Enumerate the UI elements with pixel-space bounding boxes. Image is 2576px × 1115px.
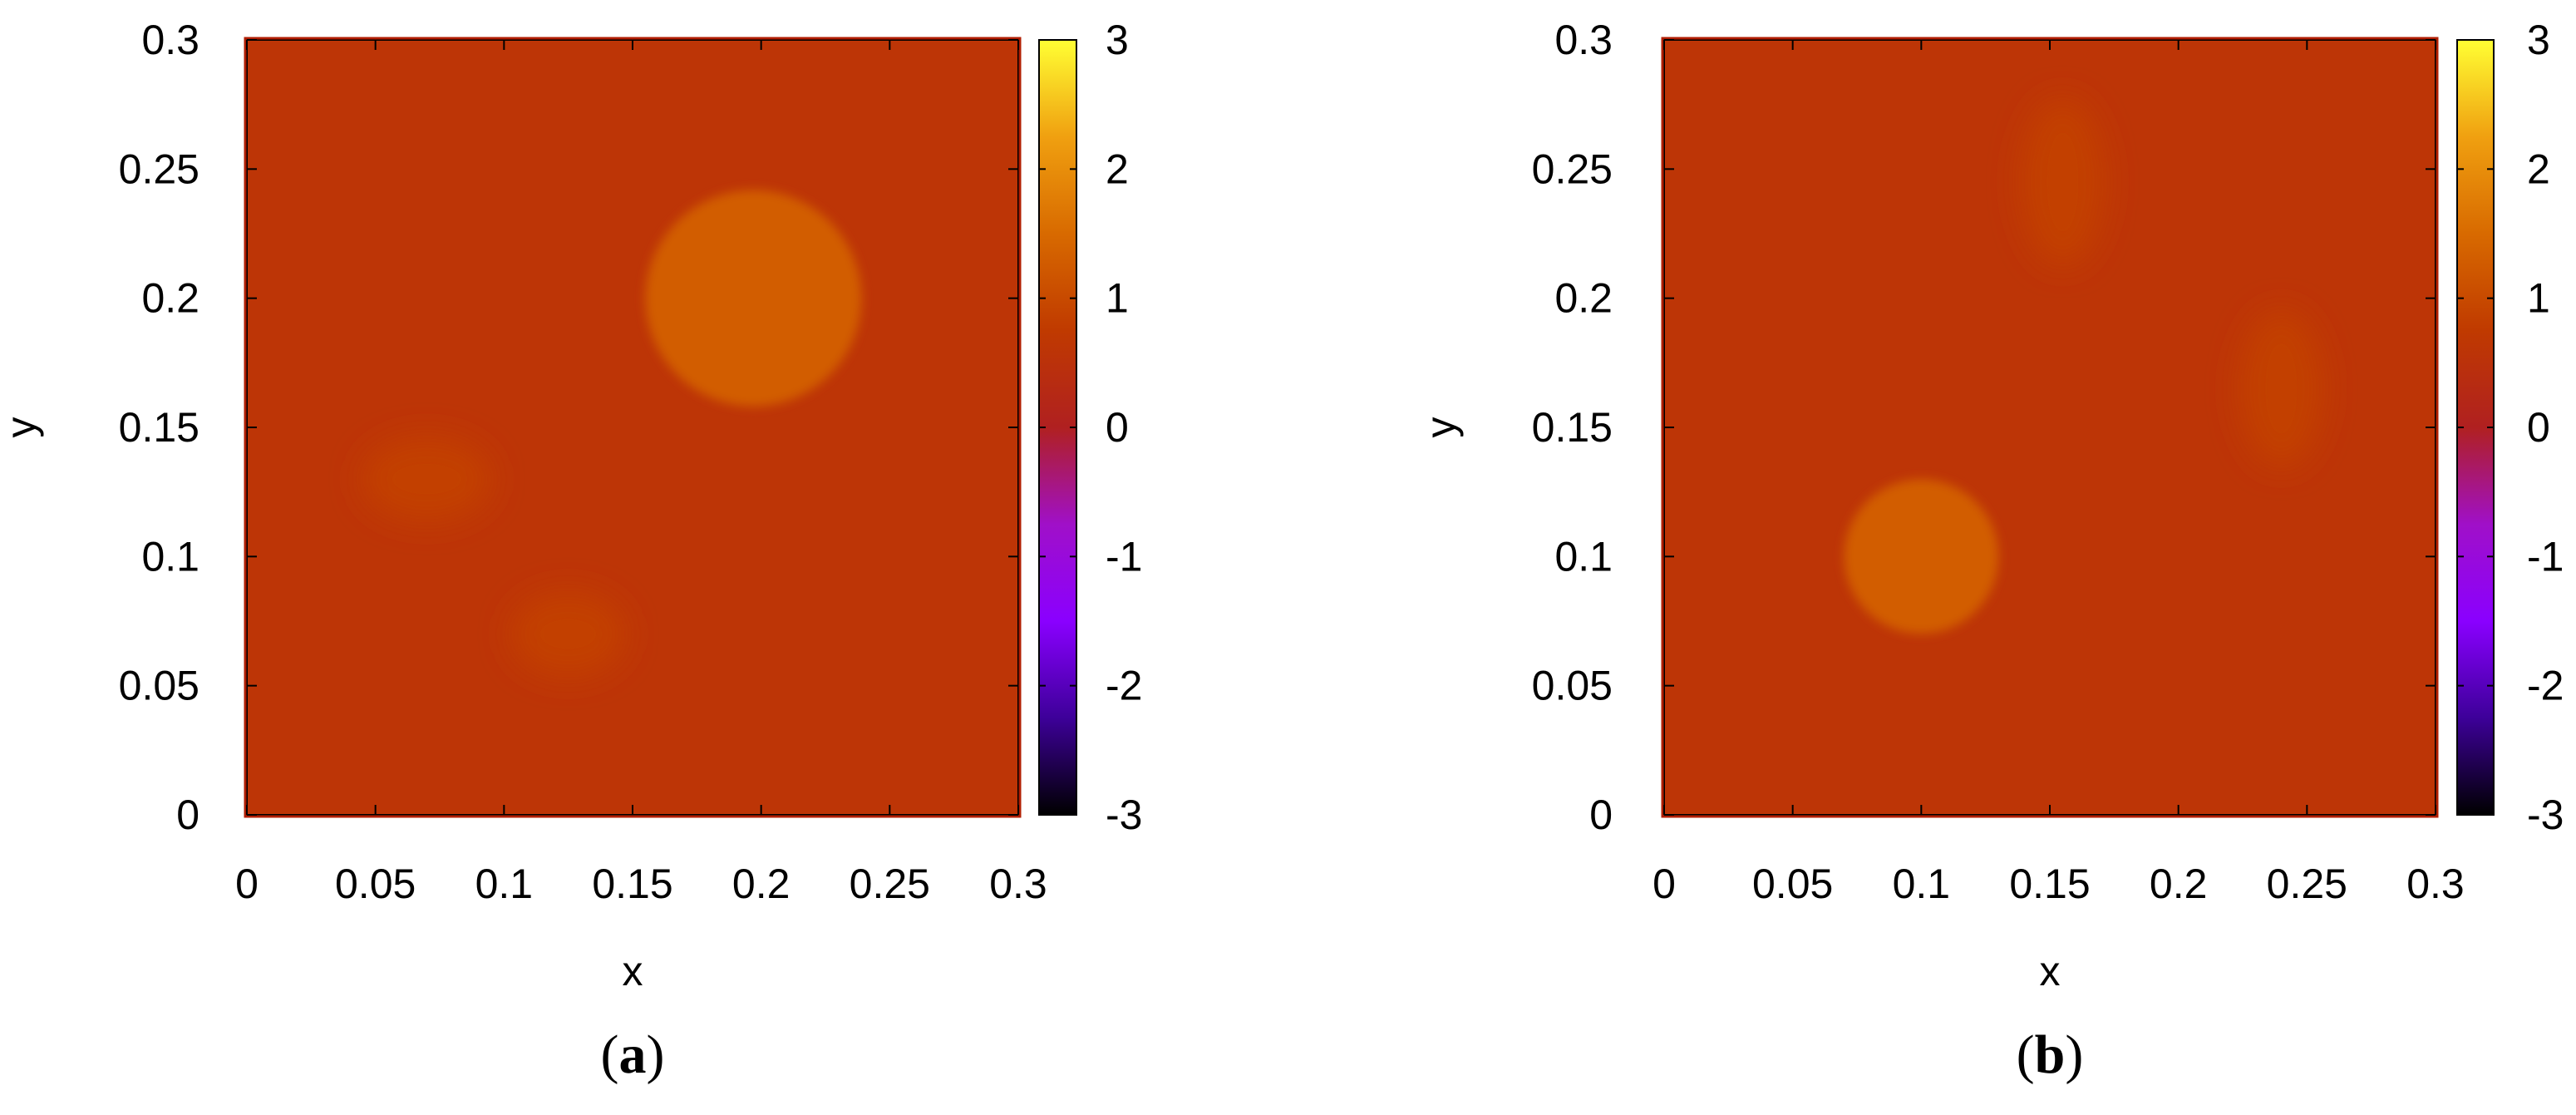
plot-border [244,37,1022,818]
x-tick-label: 0.25 [2267,861,2347,907]
x-tick-label: 0.3 [2406,861,2465,907]
colorbar-tick-label: 2 [1106,146,1129,192]
heatmap-field [247,40,1018,815]
x-axis-label: x [2040,948,2061,994]
panel-label: (a) [601,1024,665,1085]
colorbar-tick-label: 2 [2527,146,2550,192]
y-tick-label: 0.2 [141,275,199,322]
heatmap-panel-a: 0 0.05 0.1 0.15 0.2 0.25 0.3 0 0.05 0.1 0.15 0.2 0.2… [0,17,1142,1085]
x-tick-label: 0.1 [475,861,534,907]
plot-border [1661,37,2439,818]
colorbar-tick-label: 1 [2527,275,2550,322]
x-tick-label: 0.3 [989,861,1047,907]
x-tick-label: 0.05 [335,861,416,907]
x-tick-label: 0.15 [2009,861,2090,907]
x-axis-label: x [623,948,643,994]
y-tick-label: 0.2 [1554,275,1613,322]
panel-letter: b [2035,1024,2066,1085]
x-tick-label: 0.2 [2150,861,2208,907]
x-tick-label: 0 [235,861,259,907]
colorbar-tick-label: 1 [1106,275,1129,322]
heatmap-disk-0 [1844,479,1999,634]
x-tick-label: 0.15 [592,861,672,907]
heatmap-blob-1 [362,437,491,520]
y-tick-label: 0.1 [1554,533,1613,580]
heatmap-blob-2 [511,592,625,676]
heatmap-blob-2 [2239,311,2322,466]
y-tick-label: 0 [1589,792,1613,838]
y-tick-label: 0.15 [1532,404,1613,451]
x-tick-label: 0.1 [1893,861,1951,907]
heatmap-disk-0 [645,190,862,407]
y-tick-label: 0.05 [1532,663,1613,709]
y-tick-label: 0.25 [1532,146,1613,192]
y-tick-label: 0.1 [141,533,199,580]
colorbar-tick-label: -2 [1106,663,1142,709]
y-axis-label: y [0,417,44,438]
panel-label: (b) [2017,1024,2084,1085]
x-tick-label: 0.25 [850,861,930,907]
y-axis-label: y [1417,417,1464,438]
colorbar-tick-label: 0 [2527,404,2550,451]
colorbar-tick-label: 3 [1106,17,1129,63]
y-tick-label: 0.25 [119,146,199,192]
x-tick-label: 0 [1652,861,1676,907]
y-tick-label: 0.15 [119,404,199,451]
heatmap-features [1844,99,2322,634]
y-tick-label: 0.3 [141,17,199,63]
colorbar-tick-label: -2 [2527,663,2564,709]
heatmap-panel-b: 0 0.05 0.1 0.15 0.2 0.25 0.3 0 0.05 0.1 0.15 0.2 0.2… [1417,17,2564,1085]
y-tick-label: 0.3 [1554,17,1613,63]
colorbar-tick-label: -1 [2527,533,2564,580]
heatmap-blob-1 [2021,99,2104,265]
colorbar-tick-label: 0 [1106,404,1129,451]
colorbar-tick-label: -1 [1106,533,1142,580]
colorbar-tick-label: -3 [1106,792,1142,838]
x-tick-label: 0.05 [1752,861,1833,907]
y-tick-label: 0 [176,792,199,838]
colorbar-tick-label: 3 [2527,17,2550,63]
heatmap-features [362,190,862,676]
colorbar-tick-label: -3 [2527,792,2564,838]
y-tick-label: 0.05 [119,663,199,709]
panel-letter: a [619,1024,647,1085]
x-tick-label: 0.2 [732,861,791,907]
